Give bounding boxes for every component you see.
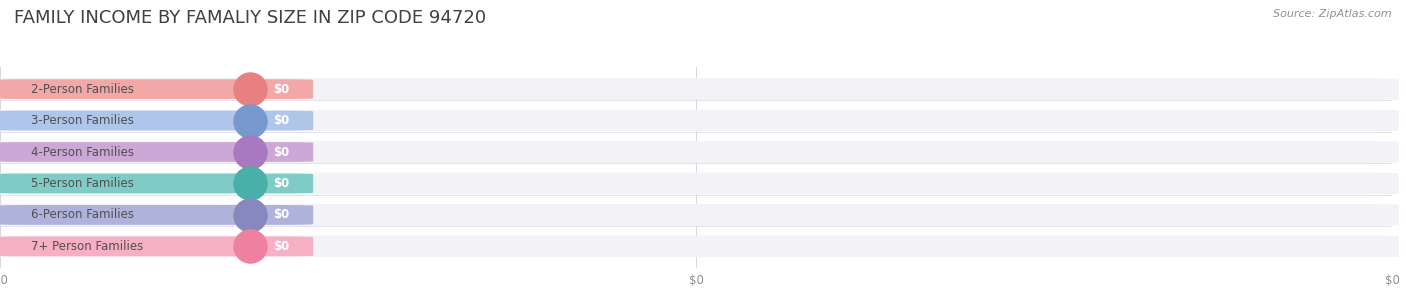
- Text: $0: $0: [273, 208, 290, 221]
- Text: 6-Person Families: 6-Person Families: [31, 208, 134, 221]
- FancyBboxPatch shape: [0, 235, 1399, 257]
- Text: $0: $0: [273, 240, 290, 253]
- Text: $0: $0: [273, 177, 290, 190]
- FancyBboxPatch shape: [0, 110, 1399, 131]
- Text: 7+ Person Families: 7+ Person Families: [31, 240, 143, 253]
- FancyBboxPatch shape: [0, 111, 314, 131]
- Text: $0: $0: [273, 114, 290, 127]
- Text: 4-Person Families: 4-Person Families: [31, 145, 134, 159]
- FancyBboxPatch shape: [0, 205, 314, 225]
- FancyBboxPatch shape: [0, 204, 1399, 226]
- FancyBboxPatch shape: [0, 78, 1399, 100]
- FancyBboxPatch shape: [0, 173, 1399, 194]
- Text: 5-Person Families: 5-Person Families: [31, 177, 134, 190]
- Text: 3-Person Families: 3-Person Families: [31, 114, 134, 127]
- FancyBboxPatch shape: [0, 141, 1399, 163]
- Text: FAMILY INCOME BY FAMALIY SIZE IN ZIP CODE 94720: FAMILY INCOME BY FAMALIY SIZE IN ZIP COD…: [14, 9, 486, 27]
- FancyBboxPatch shape: [0, 174, 314, 193]
- Text: $0: $0: [273, 145, 290, 159]
- FancyBboxPatch shape: [0, 142, 314, 162]
- Text: 2-Person Families: 2-Person Families: [31, 83, 134, 95]
- FancyBboxPatch shape: [0, 79, 314, 99]
- Text: $0: $0: [273, 83, 290, 95]
- Text: Source: ZipAtlas.com: Source: ZipAtlas.com: [1274, 9, 1392, 19]
- FancyBboxPatch shape: [0, 236, 314, 256]
